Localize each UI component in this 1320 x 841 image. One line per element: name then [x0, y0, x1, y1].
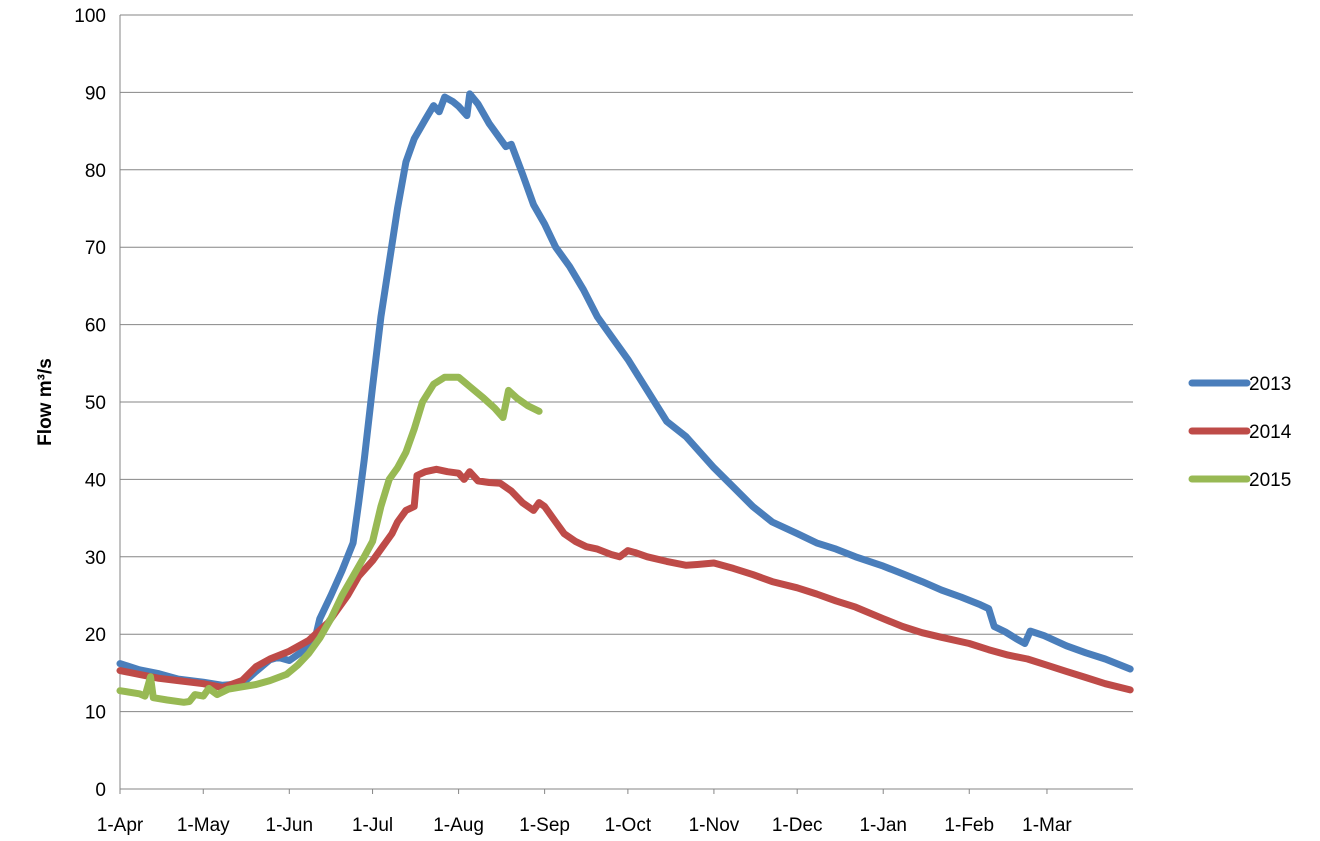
y-tick-label: 80 — [85, 161, 106, 182]
gridlines — [120, 14, 1133, 713]
x-tick-label: 1-Oct — [605, 815, 652, 836]
x-tick-label: 1-Jan — [859, 815, 907, 836]
y-tick-label: 20 — [85, 625, 106, 646]
x-tick-label: 1-Aug — [433, 815, 484, 836]
x-tick-label: 1-Dec — [772, 815, 823, 836]
legend-label-2013: 2013 — [1249, 374, 1291, 395]
series-line-2013 — [116, 90, 1134, 689]
x-tick-label: 1-Feb — [944, 815, 994, 836]
data-series — [116, 90, 1134, 706]
y-tick-label: 100 — [74, 6, 106, 27]
x-tick-label: 1-Mar — [1022, 815, 1072, 836]
x-tick-label: 1-May — [177, 815, 230, 836]
y-tick-label: 90 — [85, 83, 106, 104]
x-tick-label: 1-Sep — [519, 815, 570, 836]
series-line-2015 — [116, 373, 543, 706]
y-axis-title: Flow m³/s — [35, 358, 56, 446]
x-tick-label: 1-Nov — [689, 815, 740, 836]
y-tick-label: 30 — [85, 548, 106, 569]
y-tick-label: 0 — [95, 780, 106, 801]
x-tick-label: 1-Apr — [97, 815, 144, 836]
y-tick-label: 70 — [85, 238, 106, 259]
axes — [119, 15, 1133, 794]
x-tick-label: 1-Jun — [266, 815, 314, 836]
legend-label-2015: 2015 — [1249, 470, 1291, 491]
y-axis-tick-labels: 0 10 20 30 40 50 60 70 80 90 100 — [74, 6, 106, 801]
series-line-2014 — [116, 465, 1134, 694]
legend: 2013 2014 2015 — [1188, 374, 1292, 491]
y-tick-label: 60 — [85, 316, 106, 337]
y-tick-label: 40 — [85, 470, 106, 491]
x-tick-label: 1-Jul — [352, 815, 393, 836]
y-tick-label: 10 — [85, 703, 106, 724]
legend-label-2014: 2014 — [1249, 422, 1292, 443]
y-tick-label: 50 — [85, 393, 106, 414]
x-axis-tick-labels: 1-Apr 1-May 1-Jun 1-Jul 1-Aug 1-Sep 1-Oct 1-Nov… — [97, 815, 1073, 836]
